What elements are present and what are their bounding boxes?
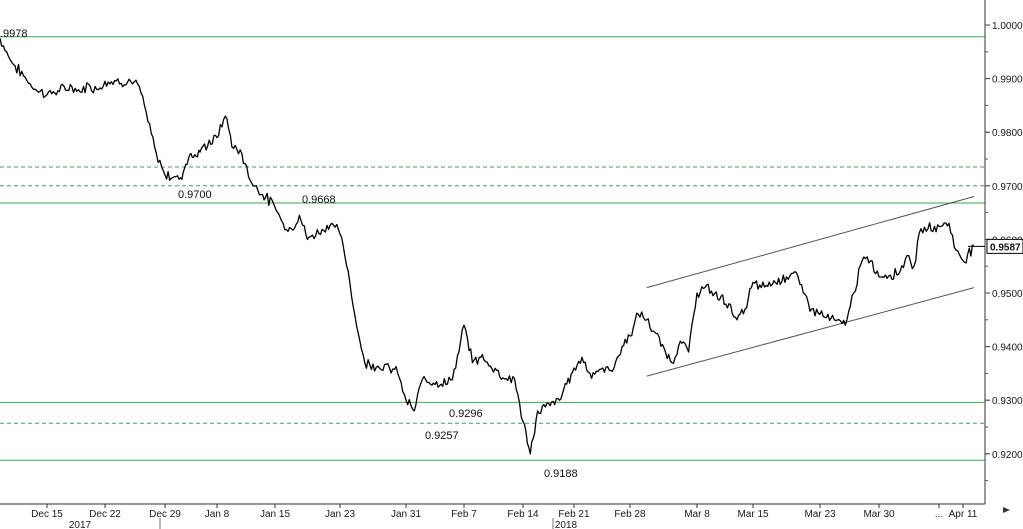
x-tick-label-2: Dec 29 (149, 509, 181, 520)
y-tick-label-0: 0.9200 (992, 450, 1023, 461)
x-tick-label-8: Feb 14 (507, 509, 539, 520)
price-series (0, 38, 975, 455)
annotations: .9978 0.9700 0.9668 0.9296 0.9257 0.9188 0.958… (0, 28, 1023, 480)
x-tick-label-15: ... (935, 509, 943, 520)
last-value-box (986, 238, 1023, 254)
year-label-1: 2018 (555, 520, 578, 529)
price-line (0, 38, 975, 455)
x-tick-label-10: Feb 28 (614, 509, 646, 520)
x-tick-label-11: Mar 8 (684, 509, 710, 520)
x-tick-label-5: Jan 23 (325, 509, 355, 520)
level-label-2: 0.9700 (178, 189, 212, 201)
x-tick-label-3: Jan 8 (205, 509, 230, 520)
y-tick-label-5: 0.9700 (992, 182, 1023, 193)
level-label-4: 0.9296 (449, 408, 483, 420)
x-tick-label-9: Feb 21 (558, 509, 590, 520)
y-tick-label-8: 1.0000 (992, 21, 1023, 32)
x-tick-label-14: Mar 30 (863, 509, 895, 520)
level-lines (0, 36, 985, 461)
x-tick-label-12: Mar 15 (737, 509, 769, 520)
level-label-5: 0.9257 (425, 430, 459, 442)
trend-channel (646, 196, 975, 377)
x-tick-label-4: Jan 15 (260, 509, 290, 520)
last-value-label: 0.9587 (990, 242, 1021, 253)
y-tick-label-7: 0.9900 (992, 75, 1023, 86)
axis-arrow-icon (1003, 507, 1010, 513)
y-tick-label-6: 0.9800 (992, 128, 1023, 139)
channel-lower-line (646, 287, 975, 377)
x-tick-label-13: Mar 23 (804, 509, 836, 520)
level-label-3: 0.9668 (302, 194, 336, 206)
x-tick-label-6: Jan 31 (391, 509, 421, 520)
x-tick-label-0: Dec 15 (31, 509, 63, 520)
channel-upper-line (646, 196, 975, 289)
x-tick-label-16: Apr 11 (949, 509, 978, 520)
level-label-0: .9978 (0, 28, 28, 40)
x-tick-label-1: Dec 22 (89, 509, 121, 520)
x-tick-label-7: Feb 7 (451, 509, 477, 520)
year-label-0: 2017 (69, 520, 92, 529)
y-tick-label-3: 0.9500 (992, 289, 1023, 300)
y-tick-label-1: 0.9300 (992, 396, 1023, 407)
level-label-6: 0.9188 (544, 468, 578, 480)
y-tick-label-2: 0.9400 (992, 343, 1023, 354)
